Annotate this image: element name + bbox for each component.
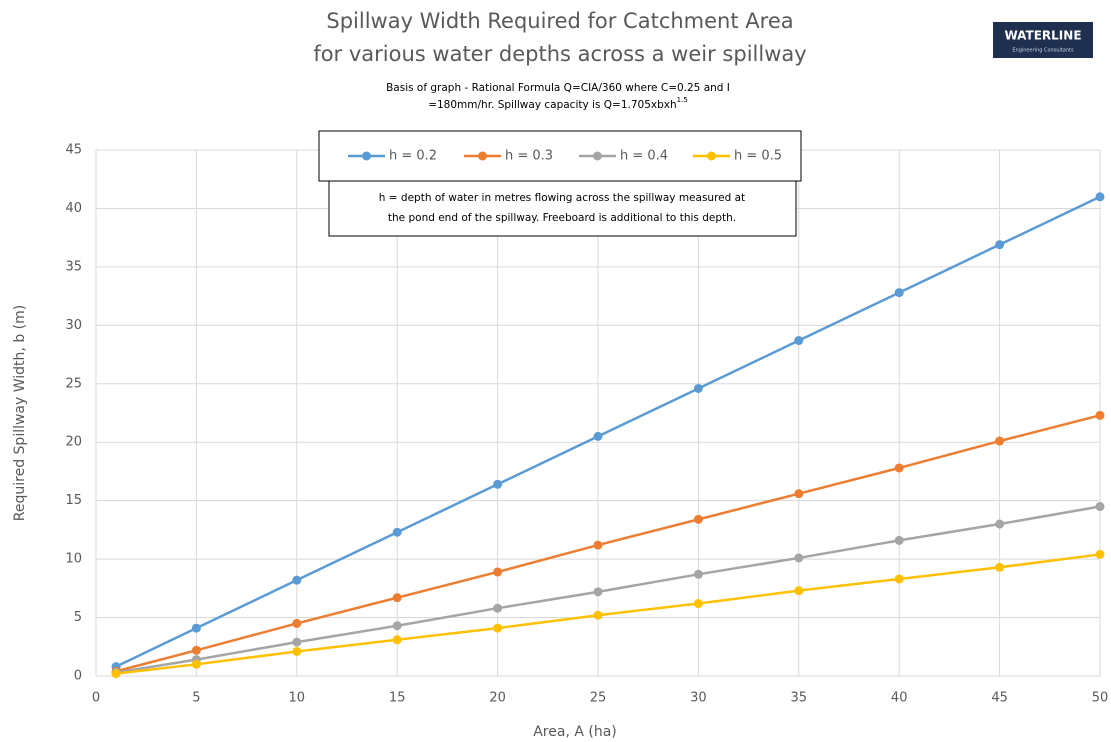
data-point [794, 336, 804, 346]
y-axis-label: Required Spillway Width, b (m) [12, 305, 28, 521]
data-point [1095, 549, 1105, 559]
annotation-box [328, 180, 797, 237]
data-point [392, 635, 402, 645]
y-tick-label: 10 [65, 552, 82, 567]
x-tick-label: 45 [991, 691, 1008, 706]
data-point [894, 574, 904, 584]
data-point [392, 527, 402, 537]
y-tick-label: 30 [65, 318, 82, 333]
y-tick-label: 20 [65, 435, 82, 450]
data-point [392, 621, 402, 631]
data-point [693, 514, 703, 524]
logo [993, 22, 1093, 58]
y-tick-label: 35 [65, 259, 82, 274]
legend-marker [478, 151, 487, 161]
x-tick-label: 50 [1092, 691, 1109, 706]
x-tick-label: 40 [891, 691, 908, 706]
data-point [995, 436, 1005, 446]
data-point [493, 479, 503, 489]
legend-marker [707, 151, 716, 161]
legend-label: h = 0.2 [389, 149, 437, 164]
data-point [593, 431, 603, 441]
subtitle: =180mm/hr. Spillway capacity is Q=1.705x… [428, 96, 688, 111]
data-point [292, 646, 302, 656]
legend-label: h = 0.3 [505, 149, 553, 164]
chart-title: Spillway Width Required for Catchment Ar… [326, 9, 793, 33]
legend-marker [362, 151, 371, 161]
data-point [894, 535, 904, 545]
data-point [191, 659, 201, 669]
annotation: the pond end of the spillway. Freeboard … [388, 212, 736, 224]
y-tick-label: 5 [74, 610, 82, 625]
data-point [493, 623, 503, 633]
data-point [794, 553, 804, 563]
data-point [111, 669, 121, 679]
legend-label: h = 0.4 [620, 149, 668, 164]
data-point [995, 240, 1005, 250]
data-point [593, 610, 603, 620]
data-point [493, 603, 503, 613]
x-tick-label: 30 [690, 691, 707, 706]
x-tick-label: 20 [489, 691, 506, 706]
data-point [493, 567, 503, 577]
data-point [693, 599, 703, 609]
y-tick-label: 15 [65, 493, 82, 508]
legend-label: h = 0.5 [734, 149, 782, 164]
data-point [292, 637, 302, 647]
subtitle: Basis of graph - Rational Formula Q=CIA/… [386, 82, 730, 94]
series-line [115, 414, 1101, 673]
legend-items: h = 0.2 h = 0.3 h = 0.4 h = 0.5 [348, 149, 782, 164]
data-point [292, 575, 302, 585]
annotation: h = depth of water in metres flowing acr… [379, 192, 745, 204]
data-point [894, 288, 904, 298]
data-point [1095, 192, 1105, 202]
subtitle: =180mm/hr. Spillway capacity is Q=1.705x… [428, 99, 676, 111]
data-point [292, 618, 302, 628]
data-point [794, 489, 804, 499]
logo-tagline: Engineering Consultants [1012, 48, 1074, 54]
x-tick-label: 0 [92, 691, 100, 706]
data-point [191, 645, 201, 655]
x-tick-label: 35 [791, 691, 808, 706]
data-point [1095, 410, 1105, 420]
x-axis-label: Area, A (ha) [533, 724, 617, 740]
x-tick-label: 10 [289, 691, 306, 706]
data-point [894, 463, 904, 473]
series-line [115, 505, 1101, 674]
data-point [794, 586, 804, 596]
x-tick-label: 25 [590, 691, 607, 706]
data-point [191, 623, 201, 633]
data-point [593, 587, 603, 597]
data-point [995, 562, 1005, 572]
y-tick-label: 45 [65, 143, 82, 158]
data-point [995, 519, 1005, 529]
y-tick-label: 40 [65, 201, 82, 216]
legend-marker [593, 151, 602, 161]
data-point [1095, 502, 1105, 512]
plot-area: 0 5 10 15 20 25 30 35 40 45 0 5 10 15 20 25 30 35 40 45 50 [65, 143, 1108, 706]
chart-title: for various water depths across a weir s… [313, 42, 806, 66]
data-point [693, 383, 703, 393]
superscript: 1.5 [677, 96, 688, 104]
x-tick-label: 15 [389, 691, 406, 706]
data-point [693, 569, 703, 579]
data-point [392, 593, 402, 603]
y-tick-label: 25 [65, 376, 82, 391]
x-tick-label: 5 [192, 691, 200, 706]
data-point [593, 540, 603, 550]
logo-name: WATERLINE [1004, 29, 1081, 43]
series-line [115, 553, 1101, 675]
y-tick-label: 0 [74, 669, 82, 684]
